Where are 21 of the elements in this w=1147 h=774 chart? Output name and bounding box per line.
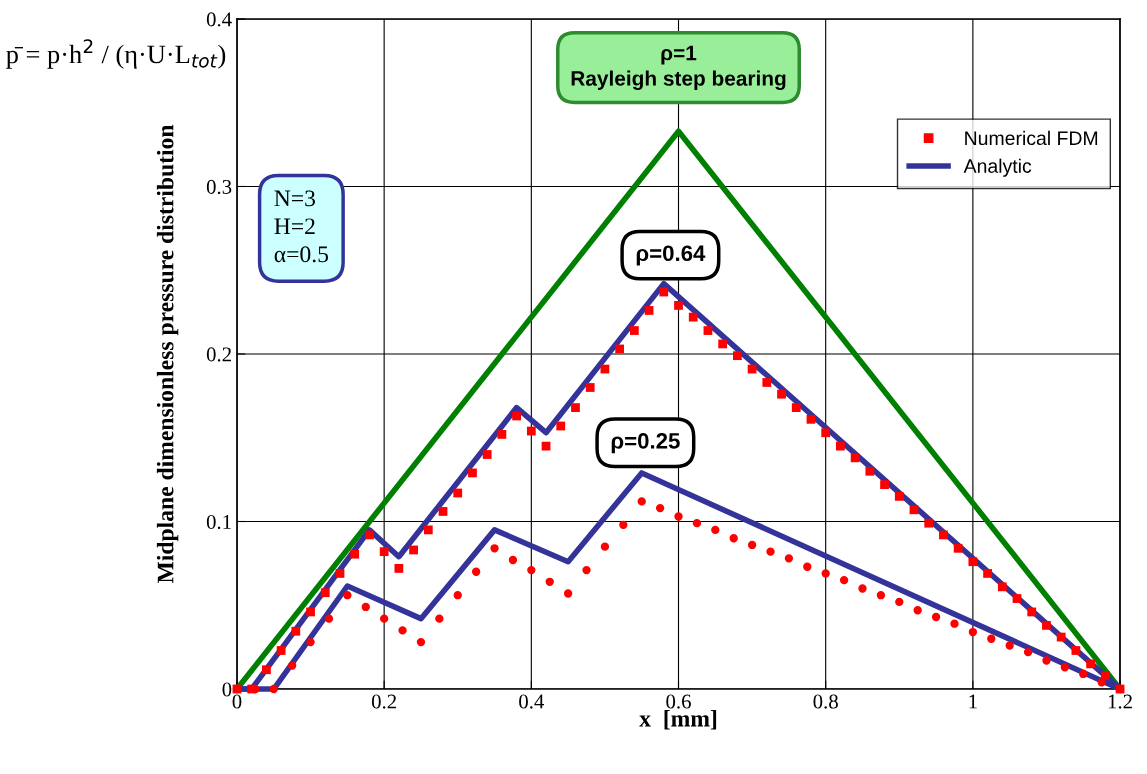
annotation: ρ=0.64 [636,245,706,266]
annotation: ρ=1 Rayleigh step bearing [571,45,786,91]
annotation: N=3 H=2 α=0.5 [274,190,329,263]
y-tick-label: 0.1 [206,514,231,530]
annotation: ρ=0.25 [611,433,680,454]
x-tick-label: 0.8 [813,694,838,709]
y-axis-title: Midplane dimensionless pressure distribution [156,124,179,584]
y-tick-label: 0.4 [206,12,232,27]
text: p̄ = p·h$^{2}$ / (η·U·L$_{tot}$) [6,39,226,69]
x-tick-label: 0.4 [519,694,545,709]
x-tick-label: 0 [232,694,242,709]
y-tick-label: 0.3 [206,179,232,194]
x-tick-label: 0.6 [666,694,691,709]
x-tick-label: 1.2 [1108,694,1132,709]
y-tick-label: 0 [222,682,232,697]
x-tick-label: 1 [969,694,977,709]
legend-label: Analytic [963,158,1032,177]
y-tick-label: 0.2 [206,347,231,362]
legend-label: Numerical FDM [965,130,1098,146]
x-axis-title: x [mm] [639,709,717,730]
x-tick-label: 0.2 [371,694,397,709]
